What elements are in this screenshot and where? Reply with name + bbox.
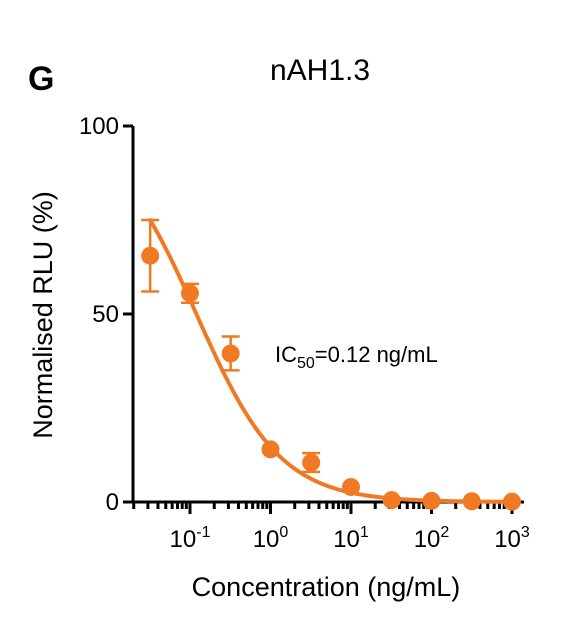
- x-tick-label: 102: [414, 524, 450, 553]
- ic50-annotation: IC50=0.12 ng/mL: [275, 342, 438, 372]
- data-point: [422, 491, 441, 510]
- y-tick-label: 0: [106, 489, 119, 516]
- data-point: [382, 491, 401, 510]
- data-point: [302, 453, 321, 472]
- x-tick-label: 101: [333, 524, 369, 553]
- data-point: [462, 492, 481, 511]
- axes: 0 50 100 10-1 100 101 102 103: [79, 113, 530, 553]
- panel-letter: G: [28, 60, 54, 98]
- y-axis-label: Normalised RLU (%): [28, 191, 58, 439]
- x-tick-label: 10-1: [170, 524, 211, 553]
- ic50-prefix: IC: [275, 342, 297, 367]
- x-axis-label: Concentration (ng/mL): [192, 572, 461, 602]
- data-points-layer: [141, 218, 521, 511]
- data-point: [261, 440, 280, 459]
- data-point: [503, 492, 521, 511]
- x-tick-label: 100: [253, 524, 289, 553]
- y-tick-label: 50: [92, 301, 119, 328]
- data-point: [141, 246, 160, 265]
- x-tick-label: 103: [494, 524, 530, 553]
- data-point: [342, 477, 360, 496]
- fit-curve: [148, 218, 514, 504]
- y-tick-label: 100: [79, 113, 119, 140]
- fit-curve-layer: [148, 218, 514, 504]
- chart-title: nAH1.3: [270, 54, 370, 87]
- ic50-subscript: 50: [297, 355, 315, 372]
- data-point: [221, 344, 240, 363]
- ic50-value: =0.12 ng/mL: [315, 342, 438, 367]
- data-point: [181, 284, 199, 303]
